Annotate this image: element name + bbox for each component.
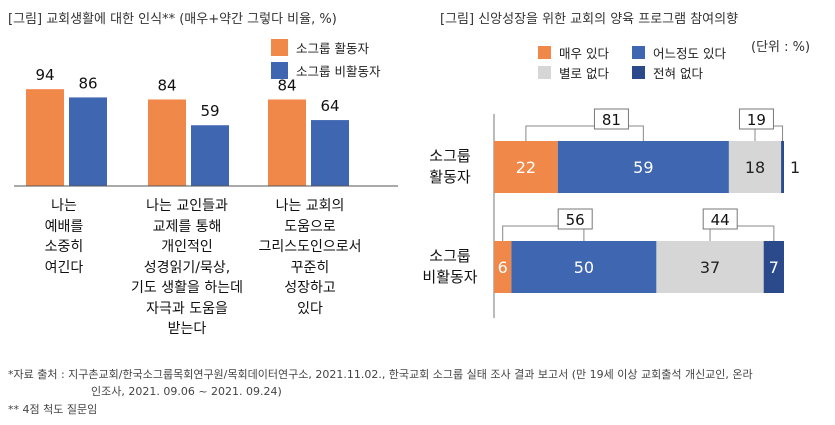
category-label-line: 나는 <box>51 198 77 214</box>
segment-not-really-row-2 <box>656 241 764 293</box>
bar-value-label: 84 <box>157 76 176 94</box>
legend-swatch-somewhat <box>632 46 645 59</box>
segment-somewhat-row-1 <box>557 141 729 193</box>
footnote-source-line2: 인조사, 2021. 09.06 ~ 2021. 09.24) <box>91 385 282 398</box>
legend-label-inactive: 소그룹 비활동자 <box>296 64 381 79</box>
legend-label-not-at-all: 전혀 없다 <box>653 66 703 81</box>
category-label-line: 기도 생활을 하는데 <box>131 280 243 296</box>
total-label-positive: 81 <box>602 111 621 129</box>
segment-value-label: 50 <box>574 258 594 277</box>
bracket-positive <box>525 125 644 141</box>
segment-value-label: 37 <box>700 258 720 277</box>
category-label-line: 있다 <box>297 300 323 317</box>
legend-swatch-not-really <box>538 66 551 79</box>
segment-value-label: 1 <box>790 158 800 177</box>
category-label-line: 받는다 <box>167 321 207 337</box>
category-label-line: 나는 교인들과 <box>146 198 228 214</box>
segment-value-label: 18 <box>745 158 765 177</box>
legend-item-not-really: 별로 없다 <box>538 63 609 82</box>
bar-active-2 <box>148 99 186 186</box>
bar-inactive-1 <box>69 97 107 186</box>
row-label-line: 비활동자 <box>422 268 477 286</box>
bar-value-label: 59 <box>200 102 219 120</box>
bar-inactive-3 <box>311 120 349 186</box>
bar-value-label: 94 <box>35 66 54 84</box>
legend-item-very: 매우 있다 <box>538 43 609 62</box>
segment-somewhat-row-2 <box>511 241 657 293</box>
category-label-line: 성장하고 <box>284 280 336 296</box>
row-label-line: 소그룹 <box>429 247 471 265</box>
bracket-negative <box>709 225 775 241</box>
legend-swatch-very <box>538 46 551 59</box>
bar-inactive-2 <box>191 125 229 186</box>
category-label-line: 교제를 통해 <box>152 218 222 235</box>
legend-swatch-blue <box>271 62 288 79</box>
legend-label-active: 소그룹 활동자 <box>296 41 369 56</box>
legend-item-inactive: 소그룹 비활동자 <box>271 61 380 80</box>
category-label-line: 개인적인 <box>161 239 213 255</box>
total-box-positive <box>557 208 593 230</box>
bar-active-1 <box>26 89 64 186</box>
legend-swatch-not-at-all <box>632 66 645 79</box>
segment-not-at-all-row-1 <box>781 141 784 193</box>
total-box-negative <box>738 108 774 130</box>
legend-item-not-at-all: 전혀 없다 <box>632 63 703 82</box>
category-label-line: 그리스도인으로서 <box>258 239 362 255</box>
bar-value-label: 86 <box>78 74 97 92</box>
segment-value-label: 6 <box>498 258 508 277</box>
row-label-line: 소그룹 <box>429 147 471 165</box>
bar-value-label: 84 <box>277 76 296 94</box>
category-label-line: 도움으로 <box>284 218 336 235</box>
category-label-line: 나는 교회의 <box>275 198 345 214</box>
total-label-negative: 44 <box>711 211 730 229</box>
bar-value-label: 64 <box>320 97 339 115</box>
segment-very-row-1 <box>494 141 558 193</box>
legend-swatch-orange <box>271 39 288 56</box>
legend-label-not-really: 별로 없다 <box>559 66 609 81</box>
category-label-line: 여긴다 <box>44 259 84 276</box>
footnote-source-line1: *자료 출처 : 지구촌교회/한국소그룹목회연구원/목회데이터연구소, 2021… <box>8 368 753 381</box>
footnote-note: ** 4점 척도 질문임 <box>8 403 98 416</box>
bar-active-3 <box>268 99 306 186</box>
segment-value-label: 22 <box>516 158 536 177</box>
category-label-line: 성경읽기/묵상, <box>143 259 231 276</box>
segment-not-really-row-1 <box>728 141 782 193</box>
row-label-line: 활동자 <box>429 168 471 186</box>
legend-item-somewhat: 어느정도 있다 <box>632 43 726 62</box>
total-label-positive: 56 <box>566 211 585 229</box>
total-box-negative <box>702 208 738 230</box>
left-chart-title: [그림] 교회생활에 대한 인식** (매우+약간 그렇다 비율, %) <box>8 12 337 27</box>
total-label-negative: 19 <box>747 111 766 129</box>
bracket-positive <box>502 225 585 241</box>
legend-label-somewhat: 어느정도 있다 <box>653 46 726 61</box>
left-bar-chart: 94 84 84 86 59 64 <box>14 66 398 187</box>
category-label-line: 예배를 <box>44 218 84 235</box>
segment-not-at-all-row-2 <box>763 241 784 293</box>
right-chart-unit: (단위 : %) <box>751 40 811 55</box>
category-label-line: 소중히 <box>44 239 84 255</box>
segment-very-row-2 <box>494 241 512 293</box>
legend-item-active: 소그룹 활동자 <box>271 38 369 57</box>
segment-value-label: 7 <box>769 258 779 277</box>
right-chart-title: [그림] 신앙성장을 위한 교회의 양육 프로그램 참여의향 <box>440 12 739 27</box>
segment-value-label: 59 <box>633 158 653 177</box>
legend-label-very: 매우 있다 <box>559 46 609 61</box>
category-label-line: 자극과 도움을 <box>146 300 228 317</box>
total-box-positive <box>593 108 629 130</box>
category-label-line: 꾸준히 <box>290 259 330 276</box>
